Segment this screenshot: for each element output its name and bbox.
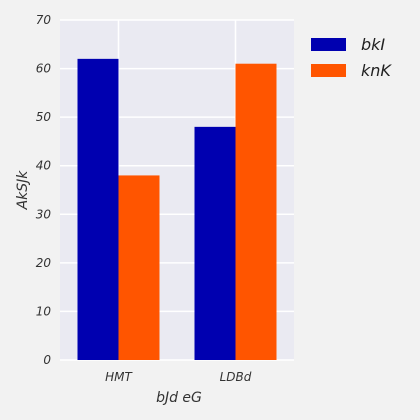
bar-knK-HMT <box>118 175 160 360</box>
x-axis-ticks: HMT LDBd <box>105 370 252 384</box>
y-tick-label: 50 <box>36 110 52 124</box>
y-tick-label: 20 <box>36 256 52 270</box>
y-tick-label: 10 <box>36 304 52 318</box>
legend-label-bkI: bkI <box>361 35 385 54</box>
y-tick-label: 70 <box>36 13 52 27</box>
y-tick-label: 0 <box>43 353 51 367</box>
legend-label-knK: knK <box>361 61 392 80</box>
y-tick-label: 40 <box>36 159 52 173</box>
legend: bkI knK <box>311 35 392 80</box>
x-tick-label: HMT <box>105 370 133 384</box>
bar-knK-LDBd <box>235 63 277 360</box>
y-tick-label: 30 <box>36 207 52 221</box>
y-axis-ticks: 0 10 20 30 40 50 60 70 <box>36 13 52 367</box>
legend-swatch-knK <box>311 64 346 77</box>
y-tick-label: 60 <box>36 62 52 76</box>
bar-bkI-HMT <box>77 58 119 360</box>
x-axis-title: bJd eG <box>156 390 202 406</box>
y-axis-title: AkSJk <box>15 170 31 211</box>
legend-swatch-bkI <box>311 38 346 51</box>
bar-bkI-LDBd <box>194 126 236 360</box>
x-tick-label: LDBd <box>220 370 252 384</box>
bars <box>77 58 277 360</box>
